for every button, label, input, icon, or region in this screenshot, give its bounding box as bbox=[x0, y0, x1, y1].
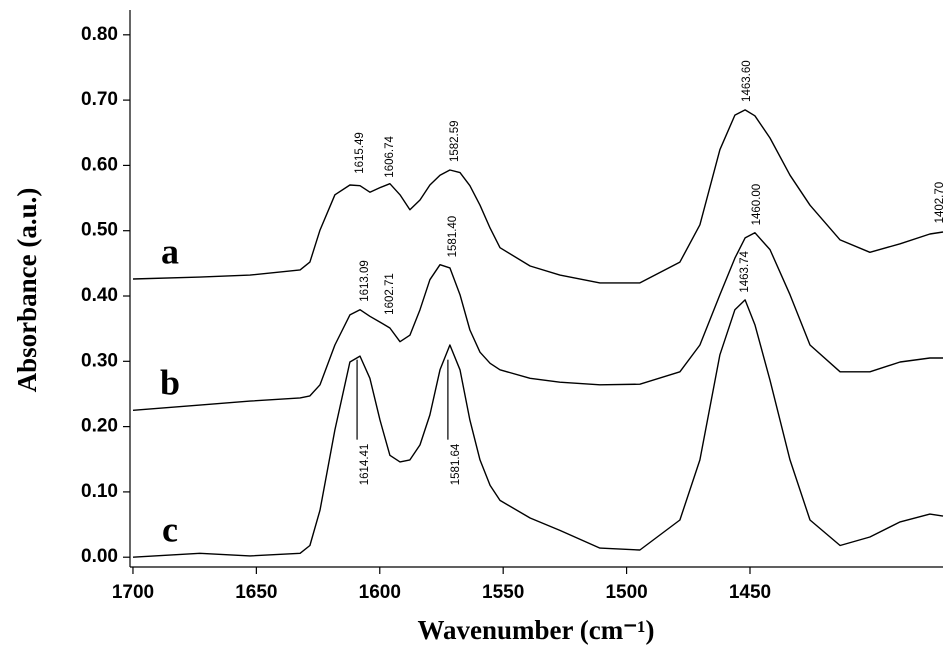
x-tick-label: 1500 bbox=[605, 582, 647, 603]
peak-annotation: 1614.41 bbox=[359, 444, 371, 486]
spectrum-line bbox=[132, 109, 944, 284]
spectrum-line bbox=[132, 299, 944, 558]
peak-annotation: 1581.64 bbox=[450, 443, 462, 485]
peak-annotation: 1460.00 bbox=[751, 184, 763, 226]
peak-annotation: 1602.71 bbox=[384, 273, 396, 315]
x-tick-label: 1600 bbox=[359, 582, 401, 603]
peak-annotation: 1582.59 bbox=[449, 120, 461, 162]
y-tick-label: 0.50 bbox=[81, 220, 118, 241]
peak-annotation: 1581.40 bbox=[447, 216, 459, 258]
x-axis-title: Wavenumber (cm⁻¹) bbox=[417, 615, 654, 645]
y-tick-label: 0.20 bbox=[81, 416, 118, 437]
peak-annotation: 1463.74 bbox=[739, 250, 751, 292]
peak-annotation: 1606.74 bbox=[384, 136, 396, 178]
x-tick-label: 1700 bbox=[112, 582, 154, 603]
peak-annotation: 1463.60 bbox=[741, 60, 753, 102]
series-label: b bbox=[160, 363, 180, 403]
spectrum-line bbox=[132, 232, 943, 411]
y-tick-label: 0.80 bbox=[81, 24, 118, 45]
y-tick-label: 0.00 bbox=[81, 546, 118, 567]
peak-annotation: 1615.49 bbox=[354, 132, 366, 174]
peak-annotation: 1402.70 bbox=[934, 182, 946, 224]
y-tick-label: 0.70 bbox=[81, 89, 118, 110]
x-tick-label: 1550 bbox=[482, 582, 524, 603]
x-tick-label: 1650 bbox=[235, 582, 277, 603]
series-label: a bbox=[161, 231, 179, 271]
y-tick-label: 0.40 bbox=[81, 285, 118, 306]
y-tick-label: 0.30 bbox=[81, 350, 118, 371]
x-tick-label: 1450 bbox=[729, 582, 771, 603]
y-tick-label: 0.60 bbox=[81, 154, 118, 175]
y-tick-label: 0.10 bbox=[81, 481, 118, 502]
y-axis-title: Absorbance (a.u.) bbox=[12, 188, 42, 393]
series-label: c bbox=[162, 509, 178, 549]
peak-annotation: 1613.09 bbox=[359, 260, 371, 302]
